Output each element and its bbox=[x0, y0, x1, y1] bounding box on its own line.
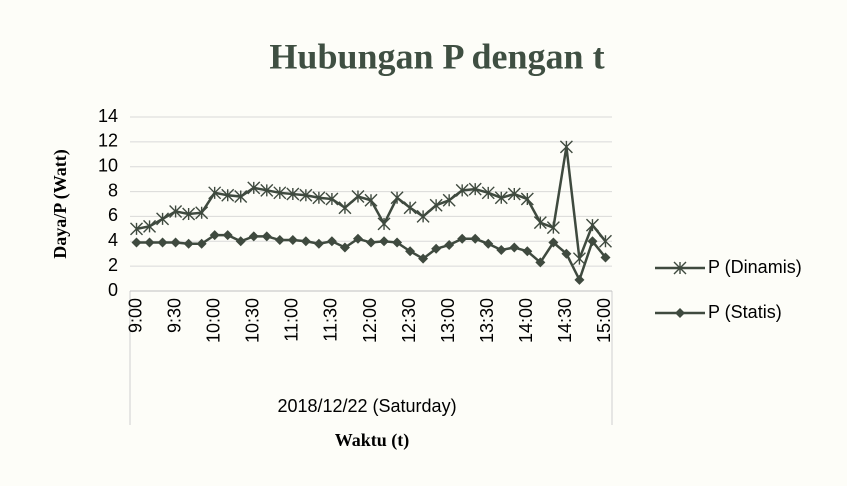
y-tick-label: 10 bbox=[98, 155, 118, 175]
y-axis-title: Daya/P (Watt) bbox=[50, 149, 71, 259]
x-tick-label: 14:00 bbox=[516, 298, 536, 343]
y-tick-label: 8 bbox=[108, 180, 118, 200]
x-tick-label: 9:00 bbox=[125, 298, 145, 333]
x-axis-title: Waktu (t) bbox=[335, 430, 410, 451]
y-tick-label: 14 bbox=[98, 106, 118, 126]
x-tick-label: 12:30 bbox=[399, 298, 419, 343]
y-tick-label: 12 bbox=[98, 131, 118, 151]
x-tick-label: 13:00 bbox=[438, 298, 458, 343]
x-tick-label: 10:30 bbox=[243, 298, 263, 343]
x-tick-label: 11:00 bbox=[282, 298, 302, 342]
y-tick-label: 2 bbox=[108, 255, 118, 275]
x-tick-label: 11:30 bbox=[321, 298, 341, 342]
chart: Hubungan P dengan t Daya/P (Watt) 2018/1… bbox=[0, 0, 847, 486]
chart-title: Hubungan P dengan t bbox=[269, 36, 604, 76]
legend-label: P (Statis) bbox=[708, 302, 782, 322]
x-tick-label: 13:30 bbox=[477, 298, 497, 343]
y-tick-label: 6 bbox=[108, 205, 118, 225]
x-tick-label: 14:30 bbox=[555, 298, 575, 343]
y-tick-label: 0 bbox=[108, 280, 118, 300]
x-group-label: 2018/12/22 (Saturday) bbox=[277, 396, 456, 416]
y-tick-label: 4 bbox=[108, 230, 118, 250]
legend-label: P (Dinamis) bbox=[708, 257, 802, 277]
x-tick-label: 12:00 bbox=[360, 298, 380, 343]
x-tick-label: 9:30 bbox=[164, 298, 184, 333]
x-tick-label: 10:00 bbox=[203, 298, 223, 343]
x-tick-label: 15:00 bbox=[594, 298, 614, 343]
